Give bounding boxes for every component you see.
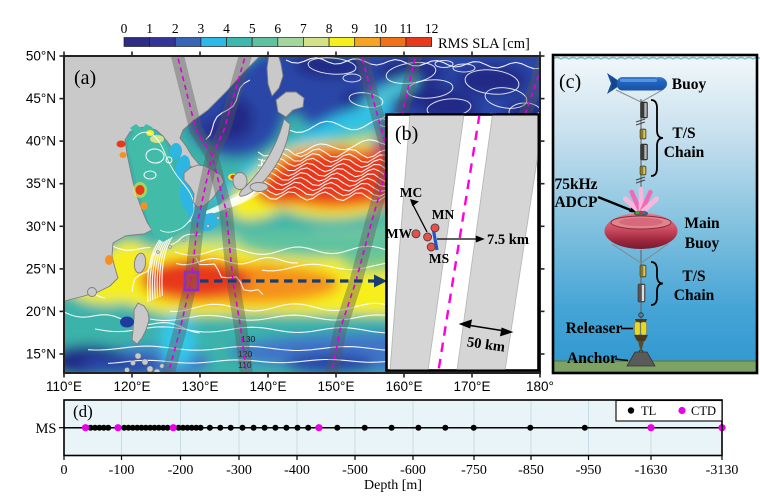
svg-text:Chain: Chain xyxy=(664,144,705,161)
svg-text:Chain: Chain xyxy=(674,287,715,304)
svg-text:Buoy: Buoy xyxy=(672,76,707,93)
svg-text:75kHz: 75kHz xyxy=(554,176,597,193)
svg-text:120: 120 xyxy=(238,349,252,359)
svg-text:T/S: T/S xyxy=(682,268,705,285)
svg-text:20°N: 20°N xyxy=(26,304,56,319)
svg-text:Releaser: Releaser xyxy=(566,320,623,337)
svg-text:-3130: -3130 xyxy=(706,463,739,478)
svg-text:Main: Main xyxy=(684,215,720,232)
svg-text:10: 10 xyxy=(374,21,388,36)
svg-text:-950: -950 xyxy=(576,463,602,478)
svg-text:30°N: 30°N xyxy=(26,219,56,234)
svg-text:5: 5 xyxy=(249,21,256,36)
svg-text:7: 7 xyxy=(300,21,307,36)
svg-text:120°E: 120°E xyxy=(114,379,151,394)
svg-text:40°N: 40°N xyxy=(26,134,56,149)
svg-text:MS: MS xyxy=(36,421,57,437)
svg-text:-100: -100 xyxy=(109,463,135,478)
svg-text:-400: -400 xyxy=(284,463,310,478)
svg-text:(a): (a) xyxy=(74,67,96,89)
svg-text:8: 8 xyxy=(326,21,333,36)
svg-text:0: 0 xyxy=(61,463,68,478)
svg-text:130: 130 xyxy=(241,334,255,344)
svg-text:CTD: CTD xyxy=(691,404,716,418)
svg-text:-1630: -1630 xyxy=(635,463,668,478)
svg-text:(d): (d) xyxy=(73,402,93,421)
svg-text:MN: MN xyxy=(432,207,455,222)
svg-text:-850: -850 xyxy=(518,463,544,478)
svg-text:Anchor: Anchor xyxy=(567,350,617,367)
svg-text:(c): (c) xyxy=(559,71,581,93)
svg-text:-750: -750 xyxy=(461,463,487,478)
svg-text:4: 4 xyxy=(223,21,230,36)
svg-text:50°N: 50°N xyxy=(26,49,56,64)
svg-text:130°E: 130°E xyxy=(182,379,219,394)
svg-text:6: 6 xyxy=(274,21,281,36)
svg-text:35°N: 35°N xyxy=(26,176,56,191)
svg-text:Depth [m]: Depth [m] xyxy=(364,478,422,493)
svg-text:MW: MW xyxy=(386,226,413,241)
svg-text:11: 11 xyxy=(400,21,413,36)
svg-text:160°E: 160°E xyxy=(386,379,423,394)
svg-text:Buoy: Buoy xyxy=(685,235,720,252)
svg-text:MS: MS xyxy=(429,251,449,266)
svg-text:45°N: 45°N xyxy=(26,91,56,106)
svg-text:1: 1 xyxy=(146,21,153,36)
svg-text:ADCP: ADCP xyxy=(554,194,598,211)
svg-text:12: 12 xyxy=(425,21,439,36)
svg-text:2: 2 xyxy=(172,21,179,36)
svg-text:T/S: T/S xyxy=(672,125,695,142)
svg-text:0: 0 xyxy=(121,21,128,36)
svg-text:180°: 180° xyxy=(526,379,554,394)
svg-text:-200: -200 xyxy=(168,463,194,478)
svg-text:50 km: 50 km xyxy=(466,334,506,355)
svg-text:-600: -600 xyxy=(400,463,426,478)
svg-text:-500: -500 xyxy=(342,463,368,478)
svg-text:140°E: 140°E xyxy=(250,379,287,394)
svg-text:25°N: 25°N xyxy=(26,261,56,276)
svg-text:170°E: 170°E xyxy=(454,379,491,394)
svg-text:110°E: 110°E xyxy=(46,379,82,394)
svg-text:9: 9 xyxy=(351,21,358,36)
svg-text:7.5 km: 7.5 km xyxy=(487,232,529,248)
svg-text:15°N: 15°N xyxy=(26,347,56,362)
svg-text:-300: -300 xyxy=(226,463,252,478)
svg-text:RMS SLA [cm]: RMS SLA [cm] xyxy=(438,36,530,52)
svg-text:TL: TL xyxy=(641,404,656,418)
svg-text:(b): (b) xyxy=(395,123,418,145)
svg-text:150°E: 150°E xyxy=(318,379,355,394)
svg-text:MC: MC xyxy=(400,185,423,200)
svg-text:3: 3 xyxy=(198,21,205,36)
